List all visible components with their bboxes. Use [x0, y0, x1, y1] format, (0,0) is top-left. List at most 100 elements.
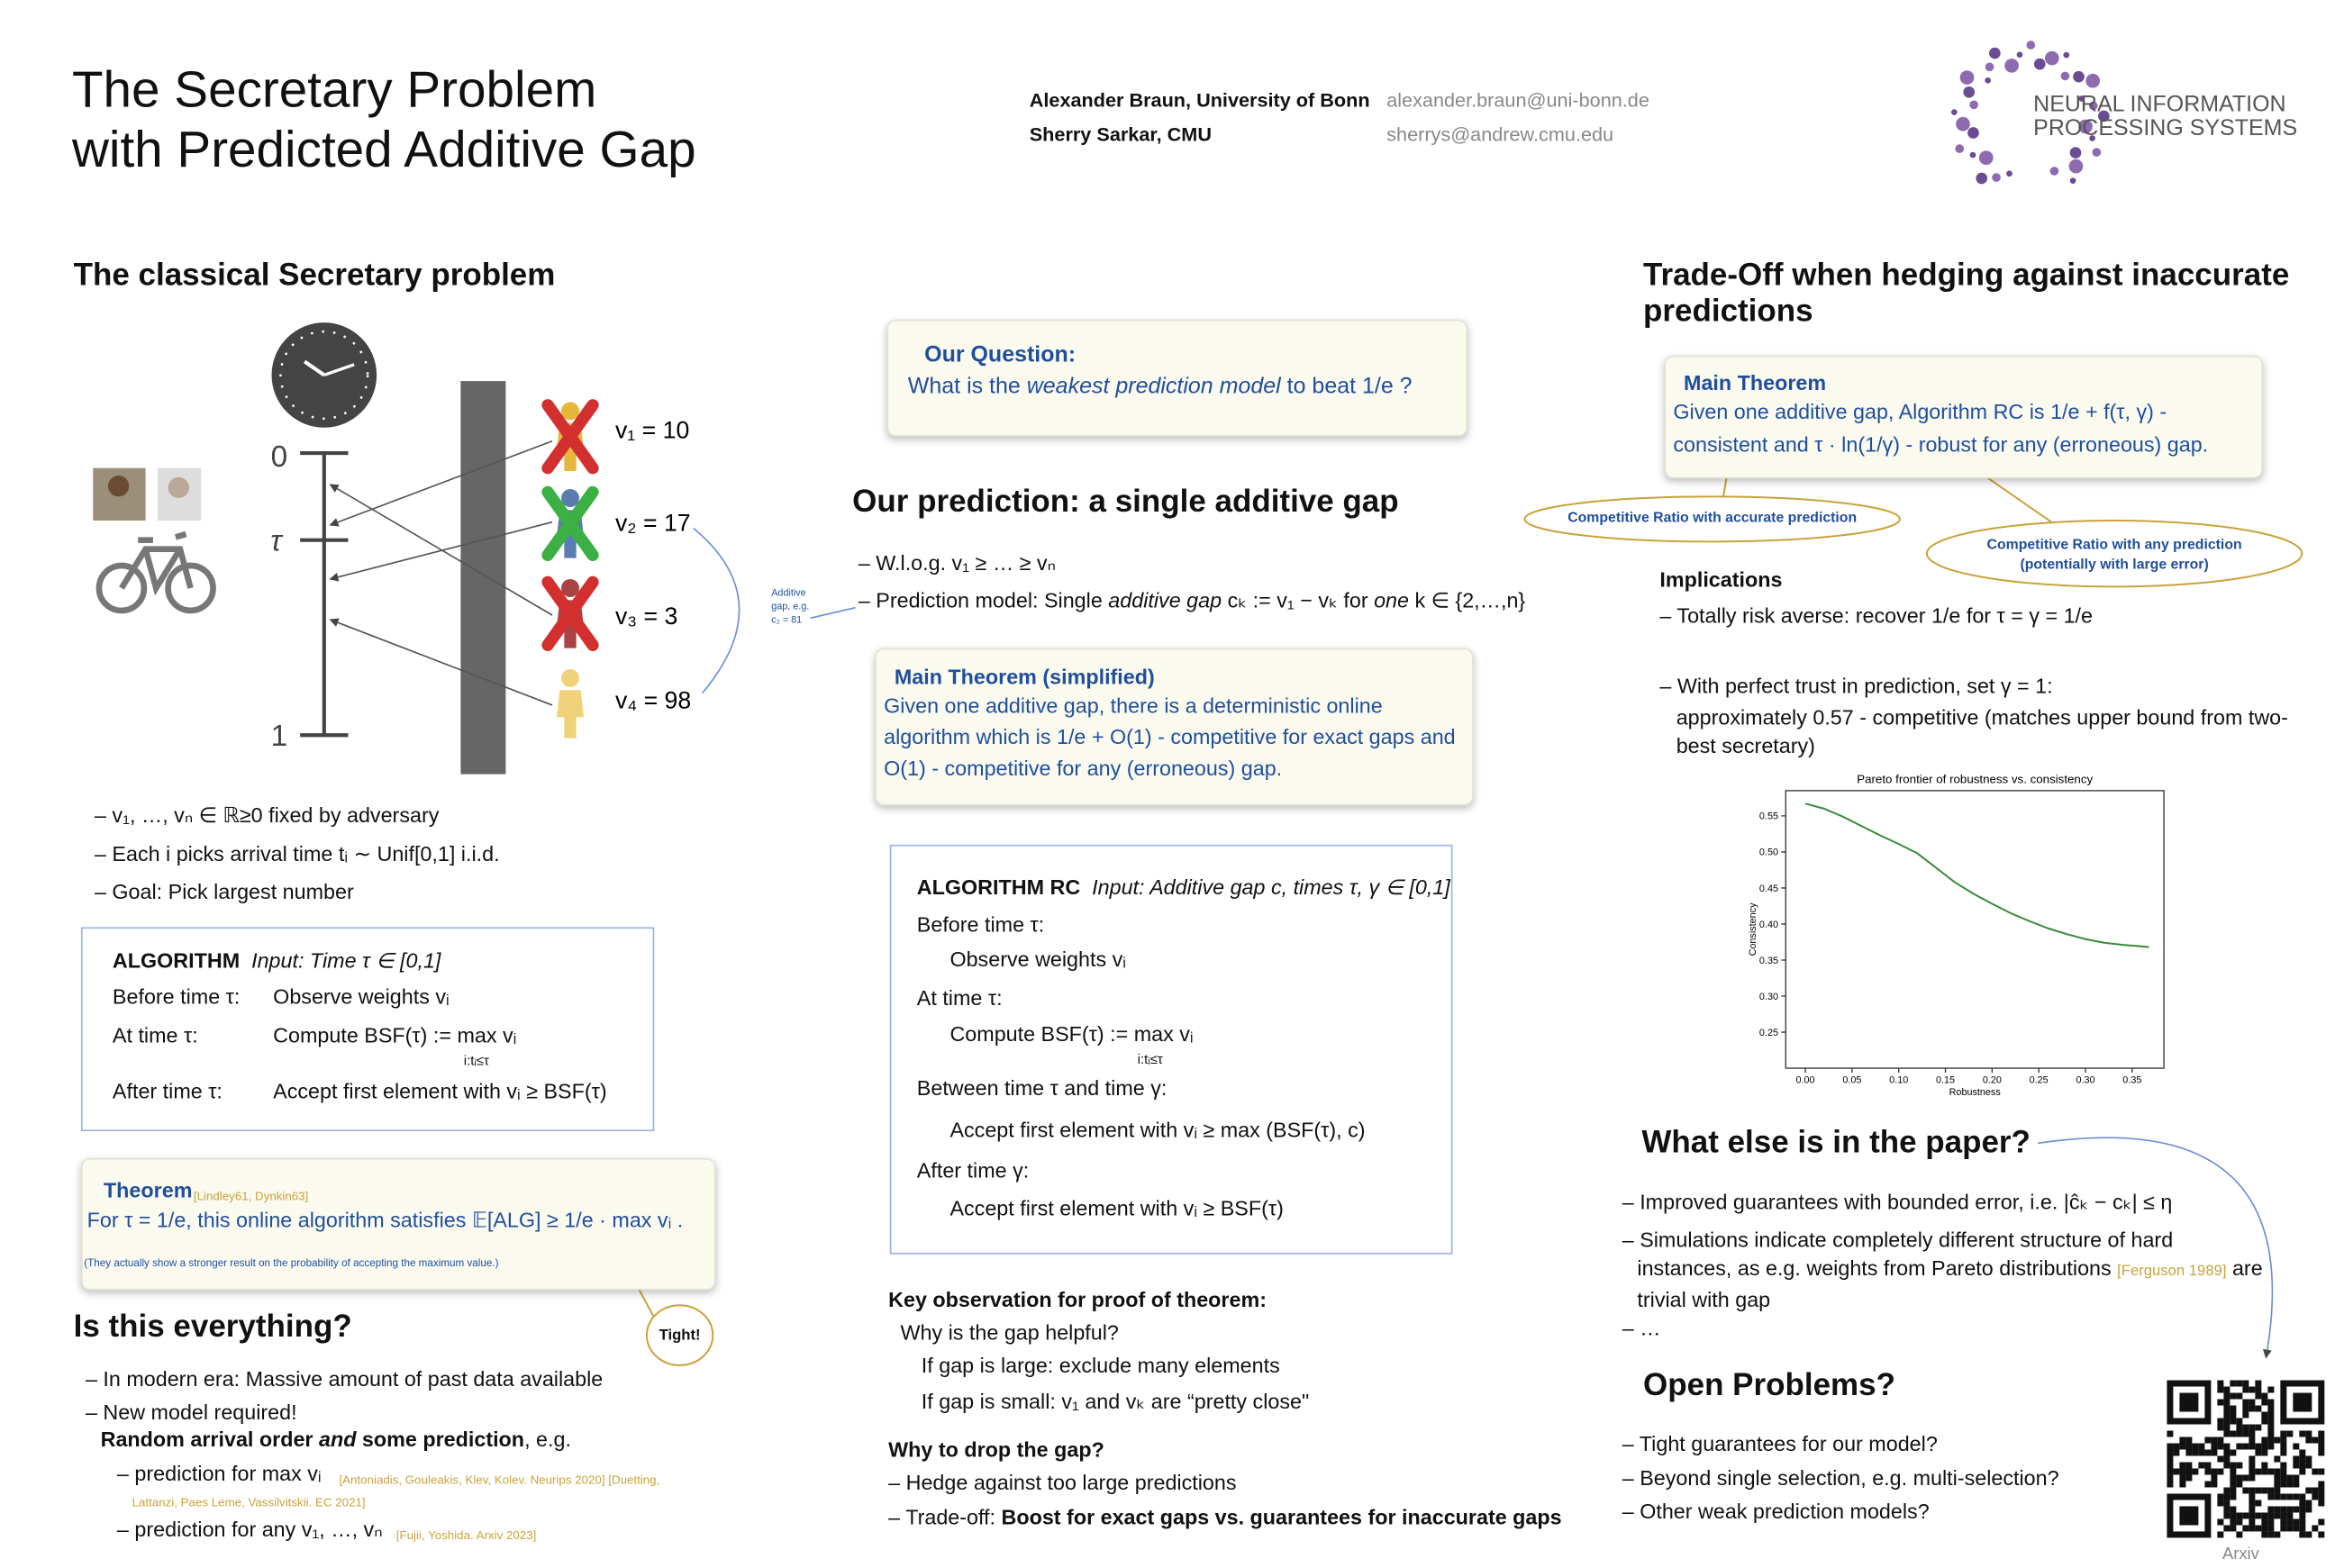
qr-module	[2293, 1518, 2300, 1526]
step-action: Observe weights vᵢ	[949, 947, 1126, 971]
theorem-line: consistent and τ · ln(1/γ) - robust for …	[1673, 431, 2209, 457]
qr-module	[2255, 1392, 2262, 1400]
qr-module	[2261, 1392, 2268, 1400]
row-action: Compute BSF(τ) := max vᵢ	[273, 1023, 517, 1047]
qr-module	[2293, 1506, 2300, 1513]
logo-dot	[2078, 119, 2093, 134]
qr-module	[2267, 1386, 2275, 1393]
qr-module	[2274, 1512, 2281, 1519]
subscript: i:tᵢ≤τ	[463, 1053, 489, 1069]
qr-module	[2312, 1437, 2319, 1444]
qr-module	[2267, 1512, 2275, 1519]
qr-module	[2236, 1518, 2243, 1526]
qr-module	[2274, 1493, 2281, 1500]
clock-ticks	[279, 330, 369, 421]
qr-module	[2249, 1386, 2256, 1393]
qr-module	[2305, 1487, 2312, 1494]
qr-module	[2261, 1462, 2268, 1469]
qr-module	[2249, 1500, 2256, 1507]
qr-module	[2274, 1455, 2281, 1463]
text: ALGORITHM	[112, 947, 241, 973]
callout-text: Competitive Ratio with accurate predicti…	[1567, 510, 1858, 527]
qr-module	[2255, 1405, 2262, 1412]
qr-module	[2173, 1468, 2180, 1475]
text: Trade-off:	[905, 1504, 1002, 1529]
text: some prediction	[356, 1427, 525, 1451]
qr-module	[2217, 1531, 2224, 1538]
qr-module	[2223, 1430, 2231, 1437]
sub-heading: Implications	[1659, 566, 1783, 592]
qr-module	[2179, 1474, 2186, 1482]
text: cₖ := v₁ − vₖ for	[1222, 587, 1375, 612]
qr-module	[2318, 1481, 2325, 1488]
qr-module	[2204, 1481, 2212, 1488]
qr-module	[2223, 1443, 2231, 1450]
qr-module	[2255, 1443, 2262, 1450]
qr-module	[2185, 1449, 2193, 1456]
qr-module	[2318, 1437, 2325, 1444]
qr-module	[2312, 1487, 2319, 1494]
callout-ellipse	[1925, 520, 2303, 588]
text: k ∈ {2,…,n}	[1409, 587, 1526, 612]
qr-module	[2293, 1462, 2300, 1469]
person-head	[561, 489, 579, 508]
qr-module	[2280, 1474, 2287, 1482]
qr-module	[2293, 1481, 2300, 1488]
qr-module	[2274, 1506, 2281, 1513]
qr-module	[2167, 1455, 2174, 1463]
qr-module	[2299, 1462, 2306, 1469]
row-action: Accept first element with vᵢ ≥ BSF(τ)	[273, 1078, 607, 1103]
qr-module	[2318, 1518, 2325, 1526]
logo-dot	[2098, 110, 2110, 122]
row-action: Observe weights vᵢ	[273, 983, 450, 1009]
algorithm-box	[80, 927, 655, 1132]
step-action: Compute BSF(τ) := max vᵢ	[949, 1021, 1194, 1047]
cross-mark	[541, 576, 599, 651]
y-tick-label: 0.35	[1759, 956, 1778, 966]
qr-module	[2179, 1462, 2186, 1469]
qr-module	[2242, 1474, 2249, 1482]
bullet: Simulations indicate completely differen…	[1622, 1226, 2267, 1314]
step-action: Accept first element with vᵢ ≥ max (BSF(…	[949, 1118, 1366, 1142]
qr-module	[2249, 1430, 2256, 1437]
value-label: v₄ = 98	[615, 686, 691, 713]
citation: [Lindley61, Dynkin63]	[193, 1189, 309, 1203]
title-line: The Secretary Problem	[71, 61, 597, 119]
text: ALGORITHM RC	[916, 875, 1081, 899]
person-head	[561, 578, 579, 597]
text: Input: Time τ ∈ [0,1]	[251, 947, 441, 973]
logo-dot	[2069, 147, 2082, 159]
logo-dot	[2088, 101, 2098, 111]
bullet: Tight guarantees for our model?	[1622, 1430, 1938, 1457]
x-tick-label: 0.00	[1796, 1075, 1815, 1086]
qr-module	[2299, 1518, 2306, 1526]
text: weakest prediction model	[1026, 373, 1281, 400]
qr-module	[2261, 1449, 2268, 1456]
question-title: Our Question:	[924, 341, 1077, 368]
qr-finder	[2179, 1506, 2199, 1526]
person-head	[561, 668, 579, 687]
qr-module	[2242, 1411, 2249, 1418]
graphic	[95, 562, 148, 614]
qr-module	[2261, 1411, 2268, 1418]
qr-module	[2280, 1443, 2287, 1450]
qr-module	[2211, 1443, 2218, 1450]
clock-hand	[323, 363, 355, 377]
qr-module	[2179, 1437, 2186, 1444]
qr-module	[2242, 1512, 2249, 1519]
qr-module	[2230, 1487, 2237, 1494]
qr-module	[2236, 1474, 2243, 1482]
qr-module	[2286, 1474, 2294, 1482]
qr-module	[2223, 1449, 2231, 1456]
qr-module	[2267, 1418, 2275, 1425]
row-label: At time τ:	[112, 1023, 198, 1047]
graphic	[165, 562, 216, 614]
qr-module	[2305, 1455, 2312, 1463]
text: Boost for exact gaps vs. guarantees for …	[1001, 1504, 1562, 1529]
graphic	[329, 484, 553, 616]
qr-module	[2236, 1380, 2243, 1387]
qr-module	[2274, 1481, 2281, 1488]
bike-icon	[95, 530, 216, 614]
qr-module	[2211, 1437, 2218, 1444]
qr-module	[2217, 1386, 2224, 1393]
